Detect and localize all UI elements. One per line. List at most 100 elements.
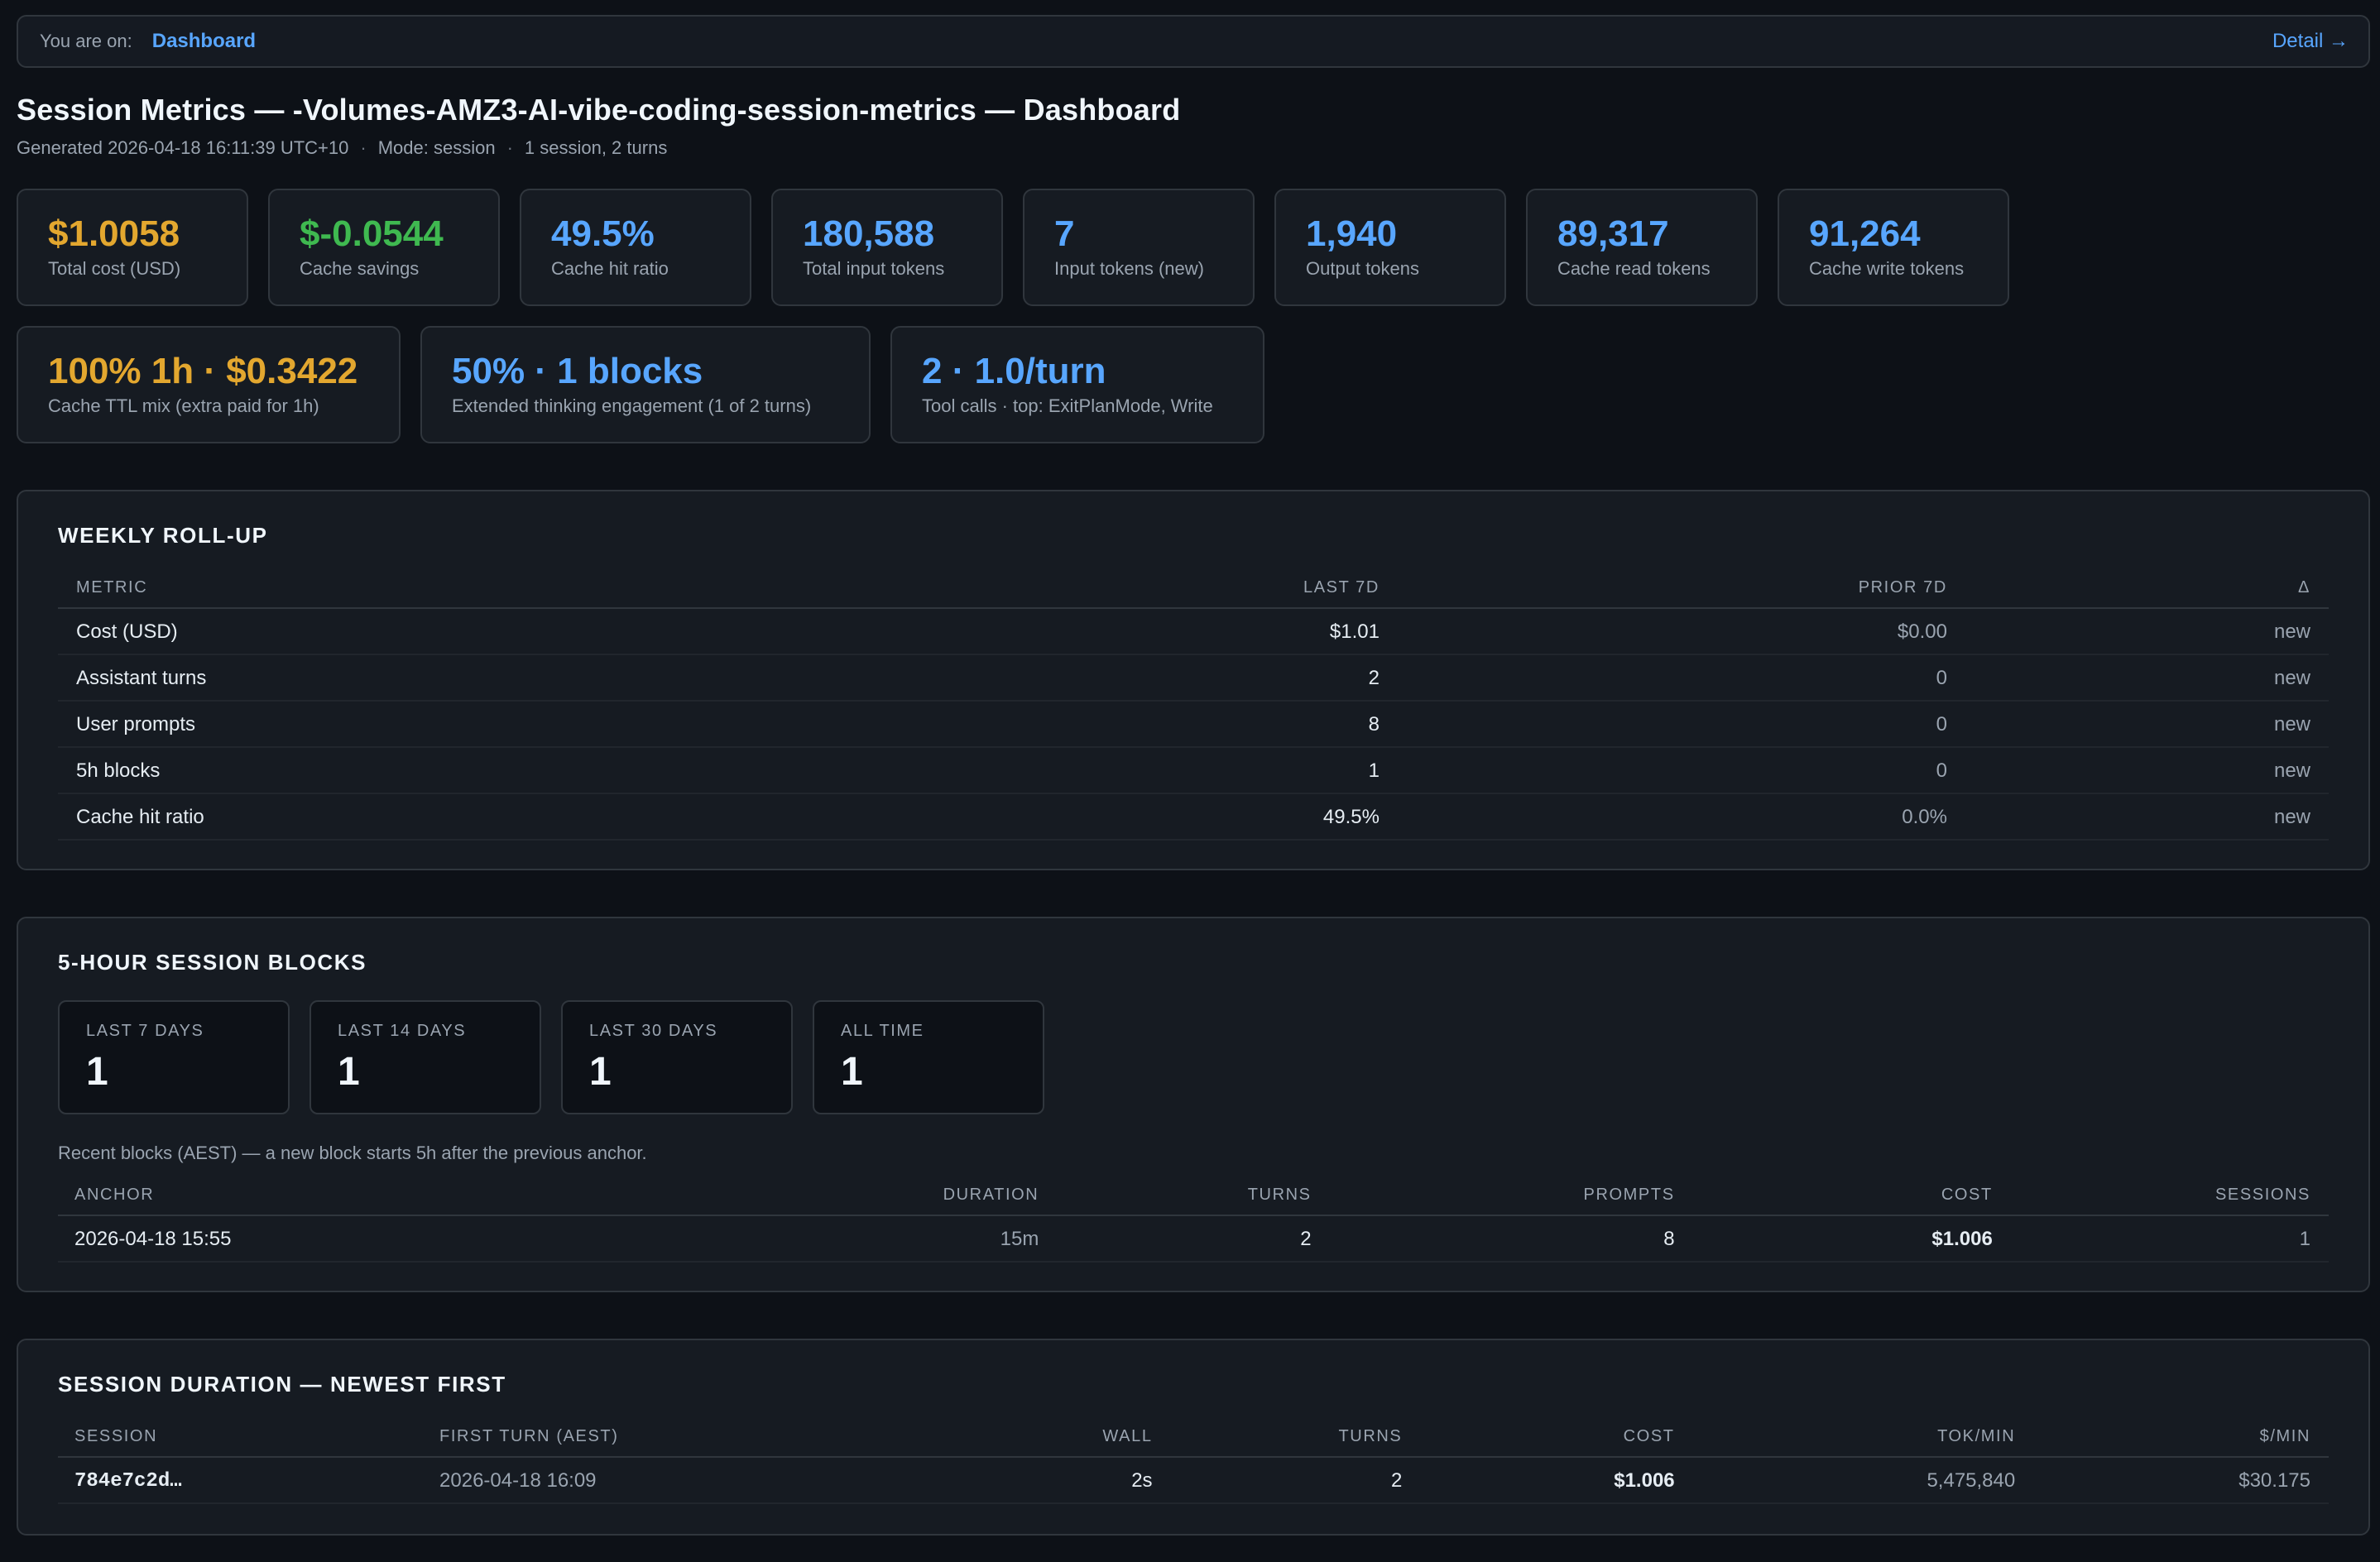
- table-cell: 0: [1397, 747, 1965, 794]
- column-header: TOK/MIN: [1692, 1427, 2034, 1458]
- column-header: ANCHOR: [58, 1186, 740, 1216]
- tile-all-time: ALL TIME 1: [813, 1000, 1044, 1114]
- weekly-rollup-section: WEEKLY ROLL-UP METRIC LAST 7D PRIOR 7D Δ…: [17, 490, 2370, 870]
- table-row: 5h blocks 1 0 new: [58, 747, 2329, 794]
- stat-card-input-tokens-new: 7 Input tokens (new): [1023, 189, 1255, 306]
- tile-label: ALL TIME: [841, 1022, 924, 1040]
- top-nav-bar: You are on: Dashboard Detail →: [17, 15, 2370, 68]
- stat-label: Cache TTL mix (extra paid for 1h): [48, 395, 319, 416]
- table-cell: 2: [1170, 1457, 1421, 1504]
- detail-link[interactable]: Detail →: [2272, 30, 2349, 52]
- stat-cards-row-1: $1.0058 Total cost (USD) $-0.0544 Cache …: [17, 189, 2370, 306]
- stat-label: Cache savings: [300, 258, 420, 279]
- section-title: SESSION DURATION — NEWEST FIRST: [58, 1372, 506, 1397]
- recent-blocks-table: ANCHOR DURATION TURNS PROMPTS COST SESSI…: [58, 1186, 2329, 1263]
- stat-card-extended-thinking: 50% · 1 blocks Extended thinking engagem…: [420, 326, 871, 443]
- table-cell: 2: [1057, 1215, 1330, 1263]
- stat-value: 91,264: [1809, 213, 1921, 254]
- table-cell: 5h blocks: [58, 747, 1058, 794]
- table-cell: $1.006: [1420, 1457, 1693, 1504]
- table-cell: 15m: [739, 1215, 1058, 1263]
- tile-last-7-days: LAST 7 DAYS 1: [58, 1000, 290, 1114]
- stat-label: Cache hit ratio: [551, 258, 669, 279]
- table-row: Assistant turns 2 0 new: [58, 654, 2329, 702]
- tile-last-14-days: LAST 14 DAYS 1: [309, 1000, 541, 1114]
- table-cell: 2: [1057, 654, 1398, 702]
- stat-card-cache-read-tokens: 89,317 Cache read tokens: [1526, 189, 1758, 306]
- stat-card-total-input-tokens: 180,588 Total input tokens: [771, 189, 1003, 306]
- tile-label: LAST 30 DAYS: [589, 1022, 718, 1040]
- weekly-rollup-table: METRIC LAST 7D PRIOR 7D Δ Cost (USD) $1.…: [58, 578, 2329, 841]
- stat-value: 50% · 1 blocks: [452, 351, 703, 391]
- meta-separator: ·: [506, 137, 513, 158]
- table-cell: Assistant turns: [58, 654, 1058, 702]
- column-header: $/MIN: [2033, 1427, 2329, 1458]
- table-cell: 1: [2010, 1215, 2329, 1263]
- nav-current-page: Dashboard: [151, 30, 257, 52]
- tile-last-30-days: LAST 30 DAYS 1: [561, 1000, 793, 1114]
- session-blocks-section: 5-HOUR SESSION BLOCKS LAST 7 DAYS 1 LAST…: [17, 917, 2370, 1292]
- table-cell: $30.175: [2033, 1457, 2329, 1504]
- table-header-row: METRIC LAST 7D PRIOR 7D Δ: [58, 578, 2329, 609]
- column-header: TURNS: [1170, 1427, 1421, 1458]
- column-header: LAST 7D: [1057, 578, 1398, 609]
- section-title: 5-HOUR SESSION BLOCKS: [58, 950, 367, 975]
- stat-value: 49.5%: [551, 213, 655, 254]
- stat-cards-row-2: 100% 1h · $0.3422 Cache TTL mix (extra p…: [17, 326, 2370, 443]
- stat-label: Total cost (USD): [48, 258, 181, 279]
- tile-value: 1: [338, 1050, 360, 1094]
- nav-prefix-label: You are on:: [40, 31, 132, 51]
- column-header: PROMPTS: [1329, 1186, 1693, 1216]
- stat-label: Cache read tokens: [1557, 258, 1711, 279]
- page-meta: Generated 2026-04-18 16:11:39 UTC+10 · M…: [17, 137, 2370, 159]
- mode-label: Mode: session: [377, 137, 496, 158]
- generated-timestamp: Generated 2026-04-18 16:11:39 UTC+10: [17, 137, 349, 158]
- stat-card-cache-write-tokens: 91,264 Cache write tokens: [1778, 189, 2009, 306]
- block-count-tiles: LAST 7 DAYS 1 LAST 14 DAYS 1 LAST 30 DAY…: [58, 1000, 2329, 1114]
- column-header: COST: [1420, 1427, 1693, 1458]
- tile-value: 1: [86, 1050, 108, 1094]
- table-cell: Cache hit ratio: [58, 793, 1058, 841]
- stat-value: 180,588: [803, 213, 935, 254]
- column-header: SESSIONS: [2010, 1186, 2329, 1216]
- tile-label: LAST 14 DAYS: [338, 1022, 467, 1040]
- column-header: COST: [1692, 1186, 2011, 1216]
- table-cell: 0: [1397, 701, 1965, 748]
- stat-label: Output tokens: [1306, 258, 1419, 279]
- table-row: User prompts 8 0 new: [58, 701, 2329, 748]
- stat-label: Extended thinking engagement (1 of 2 tur…: [452, 395, 812, 416]
- stat-card-cache-savings: $-0.0544 Cache savings: [268, 189, 500, 306]
- stat-label: Total input tokens: [803, 258, 945, 279]
- stat-value: 100% 1h · $0.3422: [48, 351, 358, 391]
- column-header: SESSION: [58, 1427, 422, 1458]
- stat-card-output-tokens: 1,940 Output tokens: [1274, 189, 1506, 306]
- table-cell: new: [1965, 747, 2329, 794]
- table-row: 2026-04-18 15:55 15m 2 8 $1.006 1: [58, 1215, 2329, 1263]
- table-cell: new: [1965, 654, 2329, 702]
- stat-card-cache-hit-ratio: 49.5% Cache hit ratio: [520, 189, 751, 306]
- table-cell: 1: [1057, 747, 1398, 794]
- session-duration-section: SESSION DURATION — NEWEST FIRST SESSION …: [17, 1339, 2370, 1536]
- stat-card-cache-ttl-mix: 100% 1h · $0.3422 Cache TTL mix (extra p…: [17, 326, 401, 443]
- column-header: Δ: [1965, 578, 2329, 609]
- column-header: METRIC: [58, 578, 1058, 609]
- page-title: Session Metrics — -Volumes-AMZ3-AI-vibe-…: [17, 93, 1181, 127]
- tile-value: 1: [589, 1050, 612, 1094]
- column-header: DURATION: [739, 1186, 1058, 1216]
- table-cell: $0.00: [1397, 608, 1965, 655]
- stat-value: 7: [1054, 213, 1075, 254]
- table-cell: 2026-04-18 16:09: [421, 1457, 990, 1504]
- section-title: WEEKLY ROLL-UP: [58, 523, 268, 548]
- column-header: TURNS: [1057, 1186, 1330, 1216]
- stat-label: Input tokens (new): [1054, 258, 1204, 279]
- session-id-cell[interactable]: 784e7c2d…: [58, 1457, 422, 1504]
- table-cell: 0: [1397, 654, 1965, 702]
- table-cell: new: [1965, 701, 2329, 748]
- column-header: PRIOR 7D: [1397, 578, 1965, 609]
- session-duration-table: SESSION FIRST TURN (AEST) WALL TURNS COS…: [58, 1427, 2329, 1504]
- table-cell: new: [1965, 608, 2329, 655]
- table-cell: 0.0%: [1397, 793, 1965, 841]
- stat-label: Cache write tokens: [1809, 258, 1965, 279]
- stat-card-tool-calls: 2 · 1.0/turn Tool calls · top: ExitPlanM…: [890, 326, 1264, 443]
- table-cell: $1.01: [1057, 608, 1398, 655]
